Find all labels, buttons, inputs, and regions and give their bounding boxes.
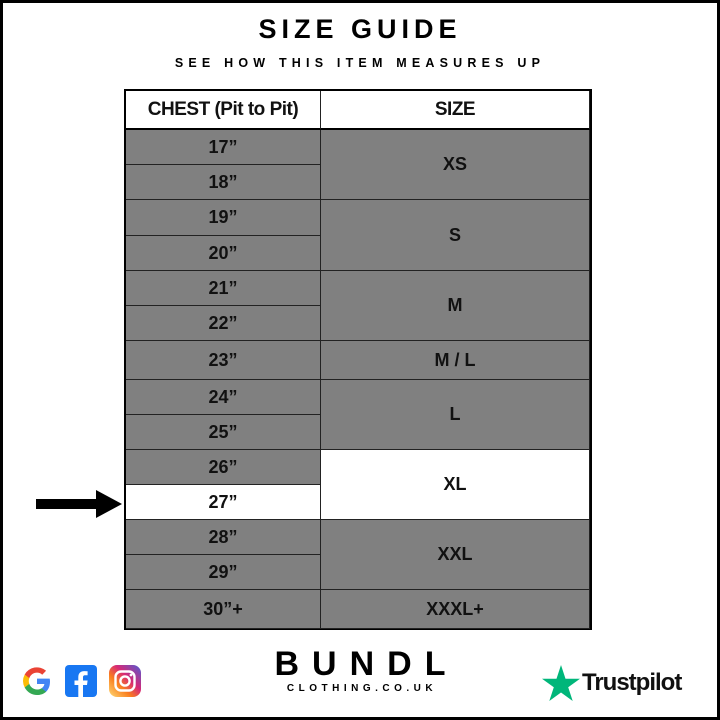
page-subtitle: SEE HOW THIS ITEM MEASURES UP: [174, 56, 546, 70]
size-cell: XXXL+: [321, 590, 590, 629]
chest-cell: 18”: [126, 165, 321, 200]
chest-cell: 27”: [126, 485, 321, 520]
chest-cell: 26”: [126, 450, 321, 485]
chest-cell: 29”: [126, 555, 321, 590]
size-cell: M: [321, 271, 590, 341]
star-icon: [542, 665, 580, 701]
size-cell: XS: [321, 130, 590, 200]
chest-cell: 25”: [126, 415, 321, 450]
instagram-icon[interactable]: [108, 664, 142, 698]
chest-cell: 23”: [126, 341, 321, 380]
chest-cell: 28”: [126, 520, 321, 555]
chest-cell: 22”: [126, 306, 321, 341]
size-table: CHEST (Pit to Pit) SIZE 17” 18” 19” 20” 21” 22”…: [124, 89, 592, 630]
trustpilot-logo[interactable]: Trustpilot: [542, 665, 682, 701]
chest-cell: 21”: [126, 271, 321, 306]
brand-logo: BUNDL: [274, 645, 459, 683]
trustpilot-label: Trustpilot: [582, 669, 682, 696]
size-cell: M / L: [321, 341, 590, 380]
brand-domain: CLOTHING.CO.UK: [286, 683, 438, 694]
column-header-size: SIZE: [321, 91, 590, 130]
size-cell: XL: [321, 450, 590, 520]
size-cell: L: [321, 380, 590, 450]
chest-cell: 19”: [126, 200, 321, 236]
chest-cell: 20”: [126, 236, 321, 271]
page-title: SIZE GUIDE: [258, 14, 462, 44]
size-cell: S: [321, 200, 590, 271]
google-icon[interactable]: [20, 664, 54, 698]
arrow-right-icon: [36, 490, 122, 518]
column-header-chest: CHEST (Pit to Pit): [126, 91, 321, 130]
chest-cell: 24”: [126, 380, 321, 415]
size-cell: XXL: [321, 520, 590, 590]
chest-cell: 17”: [126, 130, 321, 165]
facebook-icon[interactable]: [64, 664, 98, 698]
social-icons: [20, 664, 142, 698]
chest-cell: 30”+: [126, 590, 321, 629]
